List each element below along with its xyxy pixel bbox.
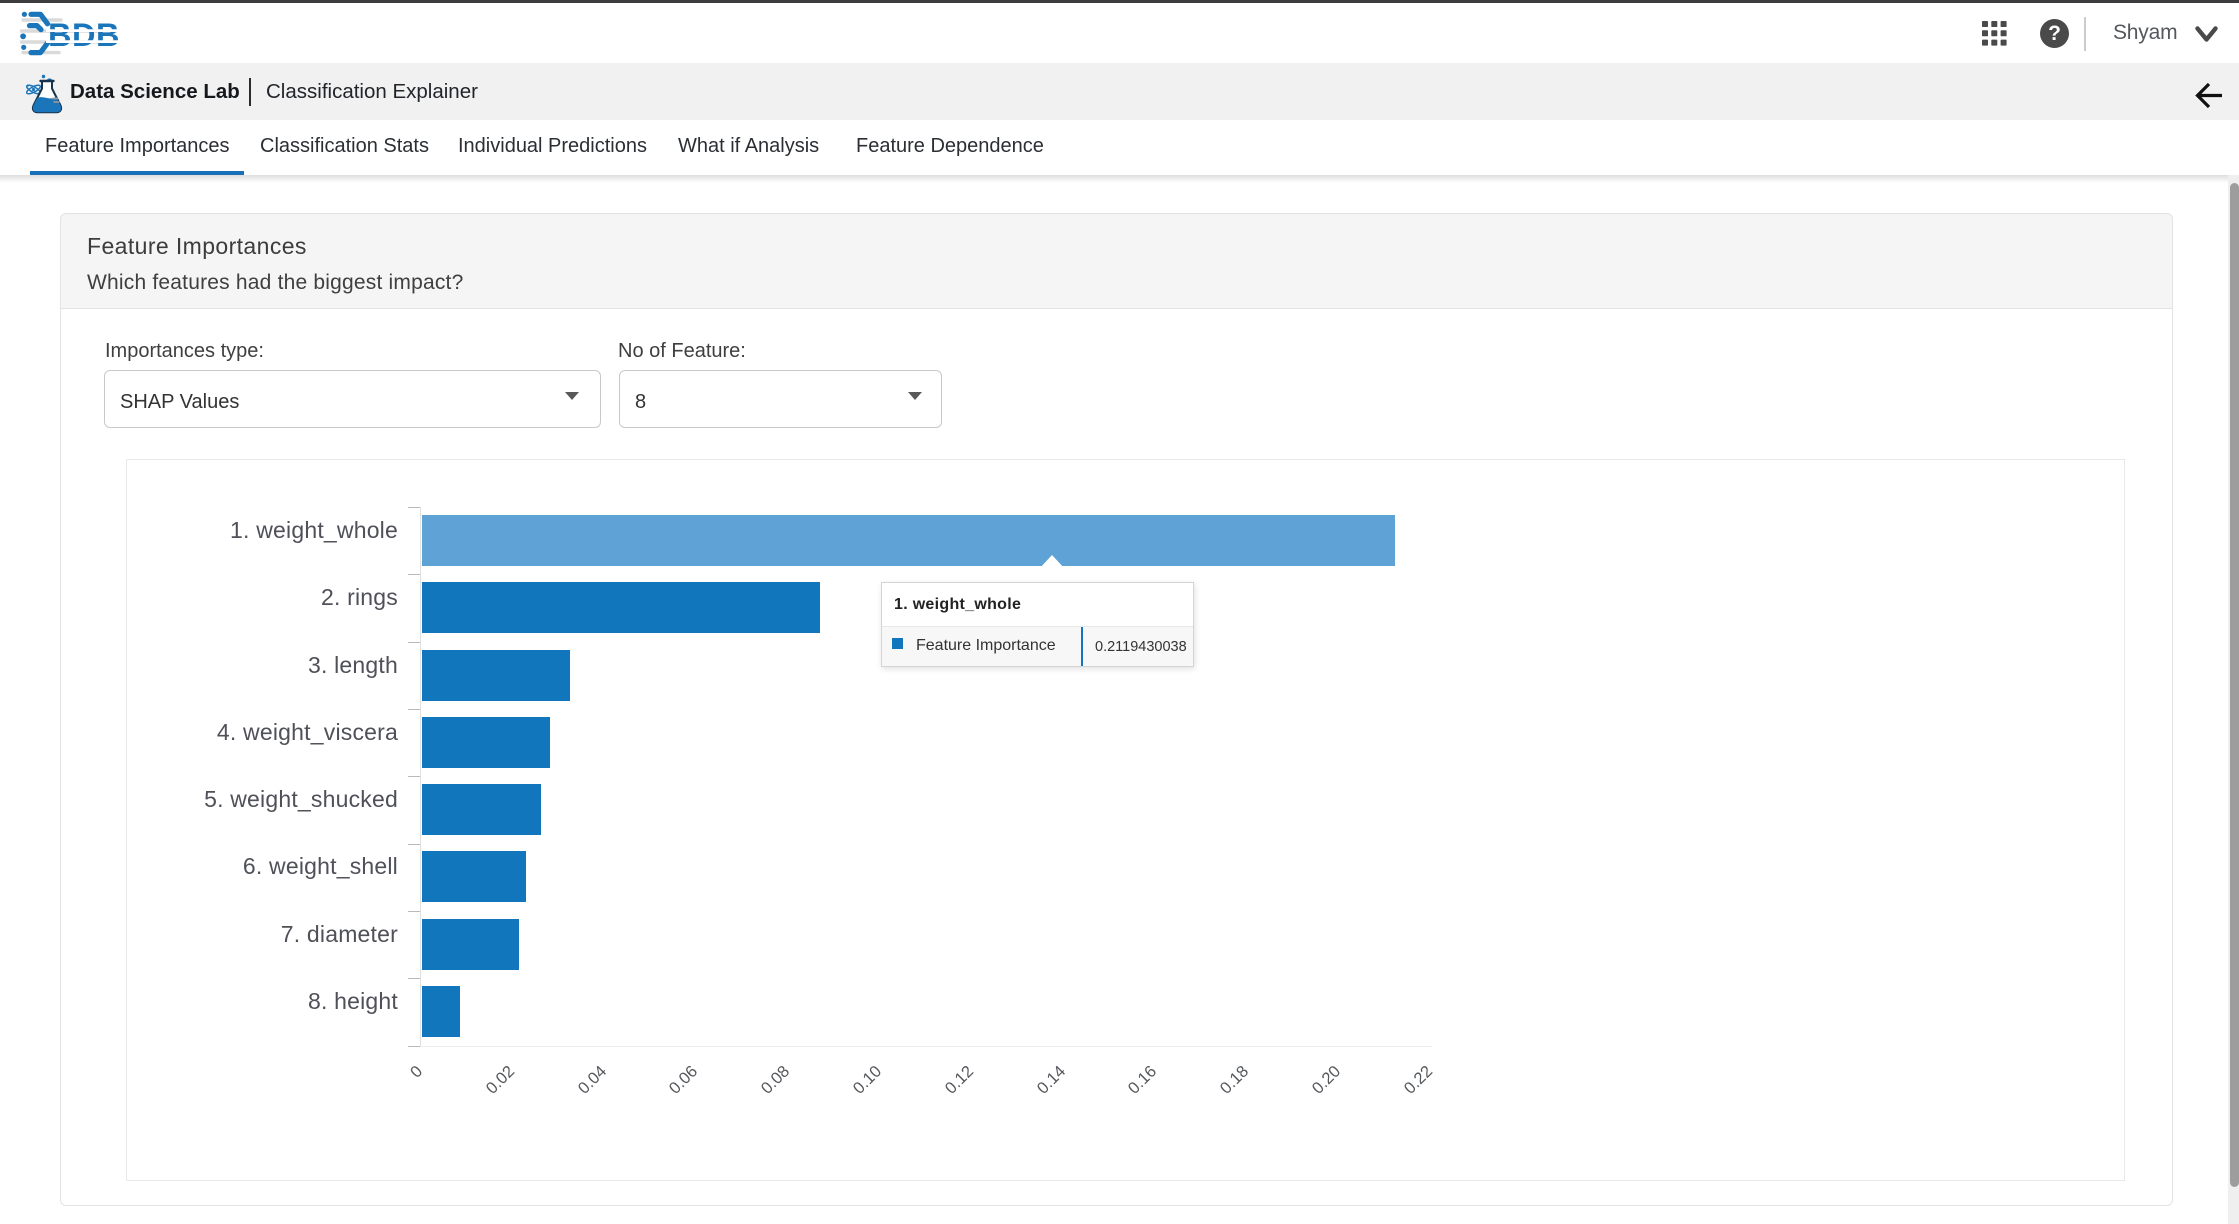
svg-text:BDB: BDB [48,17,120,53]
svg-text:?: ? [2048,22,2061,45]
